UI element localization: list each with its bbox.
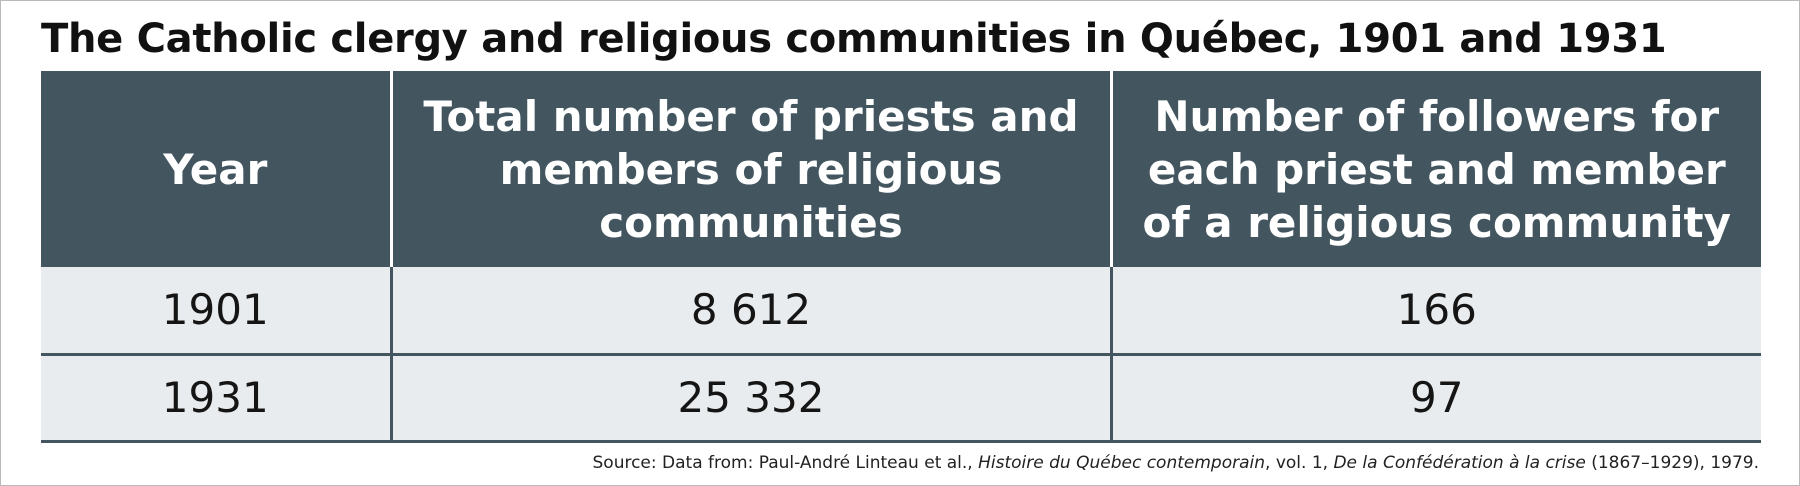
table-row: 1901 8 612 166 — [41, 267, 1761, 356]
cell-total: 25 332 — [389, 354, 1111, 443]
source-volume-title: De la Confédération à la crise — [1333, 453, 1586, 473]
cell-total: 8 612 — [389, 267, 1111, 356]
cell-year: 1901 — [41, 267, 391, 356]
data-table: Year Total number of priests and members… — [41, 71, 1761, 443]
header-year: Year — [41, 71, 391, 267]
source-suffix: (1867–1929), 1979. — [1585, 453, 1759, 473]
cell-followers: 97 — [1109, 354, 1761, 443]
header-total-priests: Total number of priests and members of r… — [389, 71, 1111, 267]
source-book-title: Histoire du Québec contemporain — [978, 453, 1266, 473]
page-title: The Catholic clergy and religious commun… — [41, 16, 1667, 62]
cell-year: 1931 — [41, 354, 391, 443]
cell-followers: 166 — [1109, 267, 1761, 356]
source-prefix: Source: Data from: Paul-André Linteau et… — [592, 453, 979, 473]
header-followers-per-priest: Number of followers for each priest and … — [1109, 71, 1761, 267]
table-row: 1931 25 332 97 — [41, 354, 1761, 443]
source-note: Source: Data from: Paul-André Linteau et… — [593, 452, 1760, 474]
header-row: Year Total number of priests and members… — [41, 71, 1761, 267]
source-volume: , vol. 1, — [1265, 453, 1334, 473]
